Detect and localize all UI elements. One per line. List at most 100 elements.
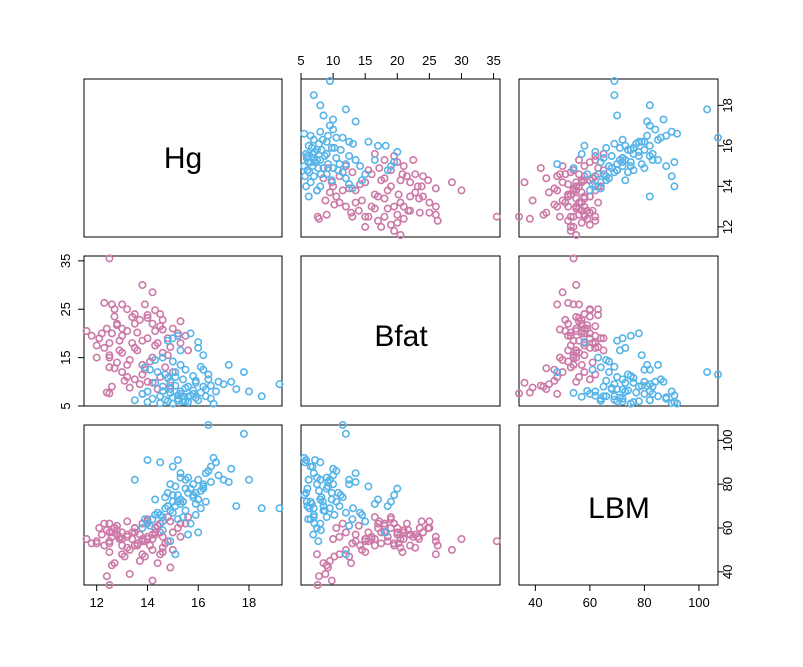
- point-group-1-lbm-vs-bfat: [321, 569, 330, 578]
- point-group-2-hg-vs-bfat: [348, 139, 357, 148]
- point-group-2-lbm-vs-hg: [158, 517, 167, 526]
- point-group-2-bfat-vs-hg: [173, 396, 182, 405]
- point-group-2-lbm-vs-hg: [158, 513, 167, 522]
- point-group-2-bfat-vs-lbm: [580, 338, 589, 347]
- point-group-2-lbm-vs-hg: [151, 495, 160, 504]
- point-group-2-bfat-vs-lbm: [634, 329, 643, 338]
- point-group-1-bfat-vs-hg: [123, 360, 132, 369]
- point-group-2-lbm-vs-hg: [239, 429, 248, 438]
- point-group-1-bfat-vs-hg: [82, 326, 91, 335]
- point-group-2-bfat-vs-lbm: [703, 368, 712, 377]
- point-group-2-bfat-vs-hg: [179, 397, 188, 406]
- panel-lbm-hg: [83, 424, 283, 586]
- point-group-2-lbm-vs-bfat: [348, 504, 357, 513]
- point-group-2-lbm-vs-bfat: [302, 488, 311, 497]
- point-group-1-hg-vs-lbm: [591, 216, 600, 225]
- point-group-1-bfat-vs-lbm: [558, 288, 567, 297]
- point-group-1-bfat-vs-hg: [158, 325, 167, 334]
- point-group-1-bfat-vs-hg: [138, 280, 147, 289]
- point-group-1-hg-vs-bfat: [393, 210, 402, 219]
- point-group-1-bfat-vs-hg: [140, 300, 149, 309]
- point-group-2-hg-vs-lbm: [645, 141, 654, 150]
- point-group-2-lbm-vs-bfat: [329, 471, 338, 480]
- point-group-1-lbm-vs-bfat: [319, 559, 328, 568]
- point-group-1-lbm-vs-hg: [138, 550, 147, 559]
- point-group-2-hg-vs-bfat: [364, 137, 373, 146]
- point-group-2-bfat-vs-lbm: [577, 392, 586, 401]
- point-group-1-hg-vs-bfat: [386, 220, 395, 229]
- point-group-2-hg-vs-bfat: [309, 91, 318, 100]
- right-axis-hg-tick-label: 12: [720, 220, 735, 234]
- point-group-1-lbm-vs-hg: [158, 543, 167, 552]
- point-group-1-lbm-vs-bfat: [380, 519, 389, 528]
- point-group-2-lbm-vs-hg: [171, 550, 180, 559]
- point-group-2-hg-vs-lbm: [623, 145, 632, 154]
- point-group-1-hg-vs-lbm: [520, 178, 529, 187]
- point-group-1-hg-vs-bfat: [364, 212, 373, 221]
- point-group-2-bfat-vs-hg: [151, 378, 160, 387]
- point-group-2-bfat-vs-lbm: [629, 378, 638, 387]
- point-group-2-lbm-vs-bfat: [341, 508, 350, 517]
- point-group-2-hg-vs-lbm: [629, 166, 638, 175]
- point-group-1-bfat-vs-hg: [176, 317, 185, 326]
- point-group-1-hg-vs-lbm: [564, 190, 573, 199]
- point-group-2-bfat-vs-hg: [209, 399, 218, 408]
- point-group-1-hg-vs-bfat: [341, 202, 350, 211]
- point-group-2-hg-vs-lbm: [637, 160, 646, 169]
- point-group-2-bfat-vs-hg: [206, 381, 215, 390]
- point-group-1-bfat-vs-hg: [107, 329, 116, 338]
- point-group-2-bfat-vs-hg: [196, 362, 205, 371]
- point-group-2-bfat-vs-lbm: [604, 357, 613, 366]
- point-group-1-bfat-vs-hg: [87, 331, 96, 340]
- point-group-2-hg-vs-lbm: [632, 139, 641, 148]
- point-group-2-lbm-vs-hg: [173, 491, 182, 500]
- point-group-1-hg-vs-bfat: [418, 172, 427, 181]
- point-group-1-hg-vs-bfat: [345, 184, 354, 193]
- point-group-1-bfat-vs-hg: [146, 357, 155, 366]
- point-group-2-lbm-vs-hg: [275, 504, 284, 513]
- point-group-2-lbm-vs-bfat: [381, 528, 390, 537]
- point-group-2-lbm-vs-bfat: [311, 456, 320, 465]
- point-group-2-bfat-vs-lbm: [583, 386, 592, 395]
- point-group-2-lbm-vs-hg: [194, 528, 203, 537]
- point-group-1-hg-vs-lbm: [569, 222, 578, 231]
- point-group-2-bfat-vs-hg: [176, 389, 185, 398]
- point-group-1-hg-vs-lbm: [566, 222, 575, 231]
- point-group-1-lbm-vs-bfat: [393, 528, 402, 537]
- point-group-2-bfat-vs-hg: [239, 368, 248, 377]
- point-group-1-lbm-vs-bfat: [354, 521, 363, 530]
- point-group-2-hg-vs-lbm: [615, 143, 624, 152]
- point-group-2-bfat-vs-lbm: [645, 396, 654, 405]
- point-group-1-lbm-vs-hg: [105, 580, 114, 589]
- point-group-2-lbm-vs-bfat: [317, 493, 326, 502]
- point-group-1-bfat-vs-hg: [110, 312, 119, 321]
- point-group-2-hg-vs-bfat: [325, 77, 334, 86]
- point-group-2-hg-vs-bfat: [322, 149, 331, 158]
- point-group-2-lbm-vs-bfat: [302, 456, 311, 465]
- point-group-2-bfat-vs-hg: [151, 355, 160, 364]
- point-group-1-lbm-vs-bfat: [332, 523, 341, 532]
- point-group-1-lbm-vs-bfat: [364, 537, 373, 546]
- point-group-1-lbm-vs-bfat: [377, 539, 386, 548]
- point-group-1-lbm-vs-hg: [176, 532, 185, 541]
- point-group-1-bfat-vs-lbm: [599, 346, 608, 355]
- point-group-1-hg-vs-bfat: [380, 212, 389, 221]
- point-group-2-bfat-vs-hg: [158, 382, 167, 391]
- point-group-1-lbm-vs-hg: [153, 559, 162, 568]
- point-group-1-hg-vs-lbm: [566, 212, 575, 221]
- point-group-1-hg-vs-lbm: [555, 212, 564, 221]
- point-group-1-bfat-vs-hg: [128, 312, 137, 321]
- point-group-2-lbm-vs-bfat: [330, 510, 339, 519]
- point-group-1-hg-vs-bfat: [373, 216, 382, 225]
- point-group-1-hg-vs-bfat: [425, 198, 434, 207]
- point-group-1-bfat-vs-hg: [120, 376, 129, 385]
- point-group-1-hg-vs-bfat: [330, 200, 339, 209]
- point-group-1-hg-vs-lbm: [577, 198, 586, 207]
- point-group-2-bfat-vs-lbm: [651, 377, 660, 386]
- point-group-2-hg-vs-lbm: [610, 139, 619, 148]
- point-group-1-bfat-vs-lbm: [566, 328, 575, 337]
- point-group-1-bfat-vs-hg: [184, 346, 193, 355]
- point-group-2-bfat-vs-hg: [201, 385, 210, 394]
- point-group-2-bfat-vs-lbm: [634, 397, 643, 406]
- point-group-1-bfat-vs-lbm: [569, 351, 578, 360]
